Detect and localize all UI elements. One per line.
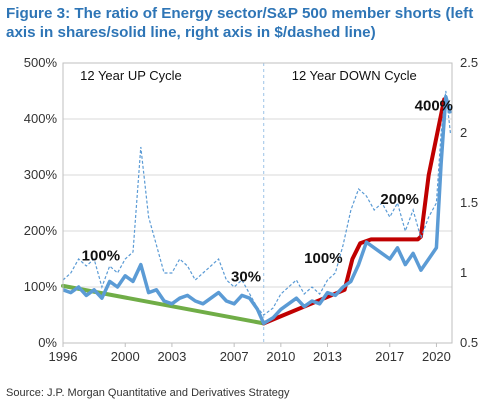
x-tick-label: 2007	[220, 349, 249, 364]
left-tick-label: 500%	[24, 55, 58, 70]
x-tick-label: 2000	[111, 349, 140, 364]
right-tick-label: 2	[460, 125, 467, 140]
x-tick-label: 1996	[49, 349, 78, 364]
percent-annotation: 200%	[380, 191, 418, 208]
x-tick-label: 2010	[266, 349, 295, 364]
left-tick-label: 0%	[38, 335, 57, 350]
axes: 0% 100% 200% 300% 400% 500% 0.5 1 1.5 2 2.5 1996 200…	[24, 55, 478, 364]
x-tick-label: 2017	[375, 349, 404, 364]
cycle-annotation: 12 Year DOWN Cycle	[292, 68, 417, 83]
cycle-annotation: 12 Year UP Cycle	[80, 68, 182, 83]
plot-frame	[62, 62, 453, 344]
series-lines	[62, 90, 453, 326]
percent-annotation: 400%	[415, 98, 453, 115]
chart-title: Figure 3: The ratio of Energy sector/S&P…	[6, 5, 474, 41]
solid-series-line	[62, 94, 453, 326]
percent-annotation: 30%	[231, 268, 261, 285]
percent-annotation: 100%	[304, 250, 342, 267]
x-tick-label: 2013	[313, 349, 342, 364]
right-tick-label: 1	[460, 265, 467, 280]
left-tick-label: 100%	[24, 279, 58, 294]
dashed-series-line	[62, 90, 451, 316]
left-tick-label: 400%	[24, 111, 58, 126]
right-tick-label: 2.5	[460, 55, 478, 70]
x-tick-label: 2020	[422, 349, 451, 364]
left-tick-label: 200%	[24, 223, 58, 238]
annotations: 12 Year UP Cycle 12 Year DOWN Cycle 100% 30…	[80, 68, 453, 286]
source-note: Source: J.P. Morgan Quantitative and Der…	[6, 387, 290, 399]
percent-annotation: 100%	[82, 248, 120, 265]
right-tick-label: 1.5	[460, 195, 478, 210]
red-trend-line	[261, 97, 447, 326]
left-tick-label: 300%	[24, 167, 58, 182]
x-tick-label: 2003	[157, 349, 186, 364]
right-tick-label: 0.5	[460, 335, 478, 350]
